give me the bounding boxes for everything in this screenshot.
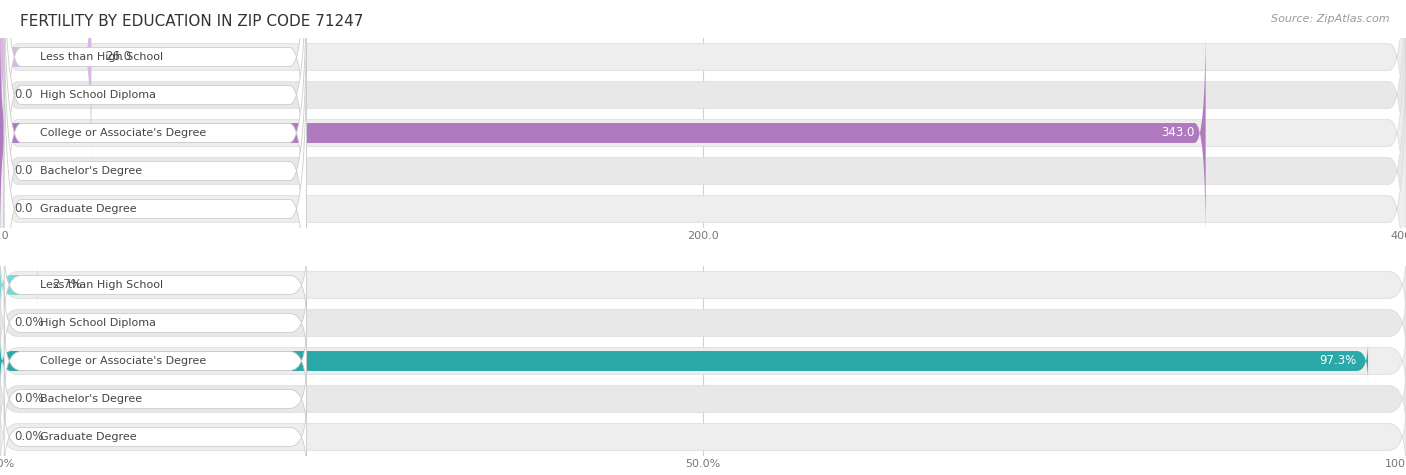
Text: High School Diploma: High School Diploma bbox=[41, 90, 156, 100]
FancyBboxPatch shape bbox=[0, 253, 1406, 317]
FancyBboxPatch shape bbox=[0, 265, 38, 305]
Text: 97.3%: 97.3% bbox=[1320, 354, 1357, 368]
Text: Bachelor's Degree: Bachelor's Degree bbox=[41, 166, 142, 176]
Text: Less than High School: Less than High School bbox=[41, 52, 163, 62]
Text: 0.0%: 0.0% bbox=[14, 392, 44, 406]
Text: 343.0: 343.0 bbox=[1161, 126, 1195, 140]
Text: FERTILITY BY EDUCATION IN ZIP CODE 71247: FERTILITY BY EDUCATION IN ZIP CODE 71247 bbox=[20, 14, 363, 29]
FancyBboxPatch shape bbox=[0, 21, 1206, 245]
Text: 0.0: 0.0 bbox=[14, 202, 32, 216]
FancyBboxPatch shape bbox=[4, 0, 307, 230]
Text: 26.0: 26.0 bbox=[105, 50, 132, 64]
FancyBboxPatch shape bbox=[0, 0, 1406, 226]
Text: 0.0%: 0.0% bbox=[14, 430, 44, 444]
Text: Graduate Degree: Graduate Degree bbox=[41, 432, 138, 442]
Text: 0.0%: 0.0% bbox=[14, 316, 44, 330]
Text: College or Associate's Degree: College or Associate's Degree bbox=[41, 356, 207, 366]
FancyBboxPatch shape bbox=[4, 36, 307, 382]
Text: Graduate Degree: Graduate Degree bbox=[41, 204, 138, 214]
FancyBboxPatch shape bbox=[0, 405, 1406, 469]
FancyBboxPatch shape bbox=[4, 287, 307, 359]
Text: Bachelor's Degree: Bachelor's Degree bbox=[41, 394, 142, 404]
Text: 0.0: 0.0 bbox=[14, 164, 32, 178]
Text: High School Diploma: High School Diploma bbox=[41, 318, 156, 328]
FancyBboxPatch shape bbox=[4, 401, 307, 473]
FancyBboxPatch shape bbox=[0, 0, 1406, 302]
FancyBboxPatch shape bbox=[4, 0, 307, 268]
FancyBboxPatch shape bbox=[0, 367, 1406, 431]
FancyBboxPatch shape bbox=[0, 40, 1406, 378]
Text: 2.7%: 2.7% bbox=[52, 278, 82, 292]
Text: 0.0: 0.0 bbox=[14, 88, 32, 102]
FancyBboxPatch shape bbox=[0, 329, 1406, 393]
FancyBboxPatch shape bbox=[4, 0, 307, 306]
FancyBboxPatch shape bbox=[4, 363, 307, 435]
Text: Source: ZipAtlas.com: Source: ZipAtlas.com bbox=[1271, 14, 1389, 24]
Text: Less than High School: Less than High School bbox=[41, 280, 163, 290]
FancyBboxPatch shape bbox=[0, 341, 1368, 381]
FancyBboxPatch shape bbox=[0, 2, 1406, 340]
FancyBboxPatch shape bbox=[4, 249, 307, 321]
Text: College or Associate's Degree: College or Associate's Degree bbox=[41, 128, 207, 138]
FancyBboxPatch shape bbox=[4, 0, 307, 344]
FancyBboxPatch shape bbox=[0, 0, 1406, 264]
FancyBboxPatch shape bbox=[0, 291, 1406, 355]
FancyBboxPatch shape bbox=[0, 0, 91, 169]
FancyBboxPatch shape bbox=[4, 325, 307, 397]
